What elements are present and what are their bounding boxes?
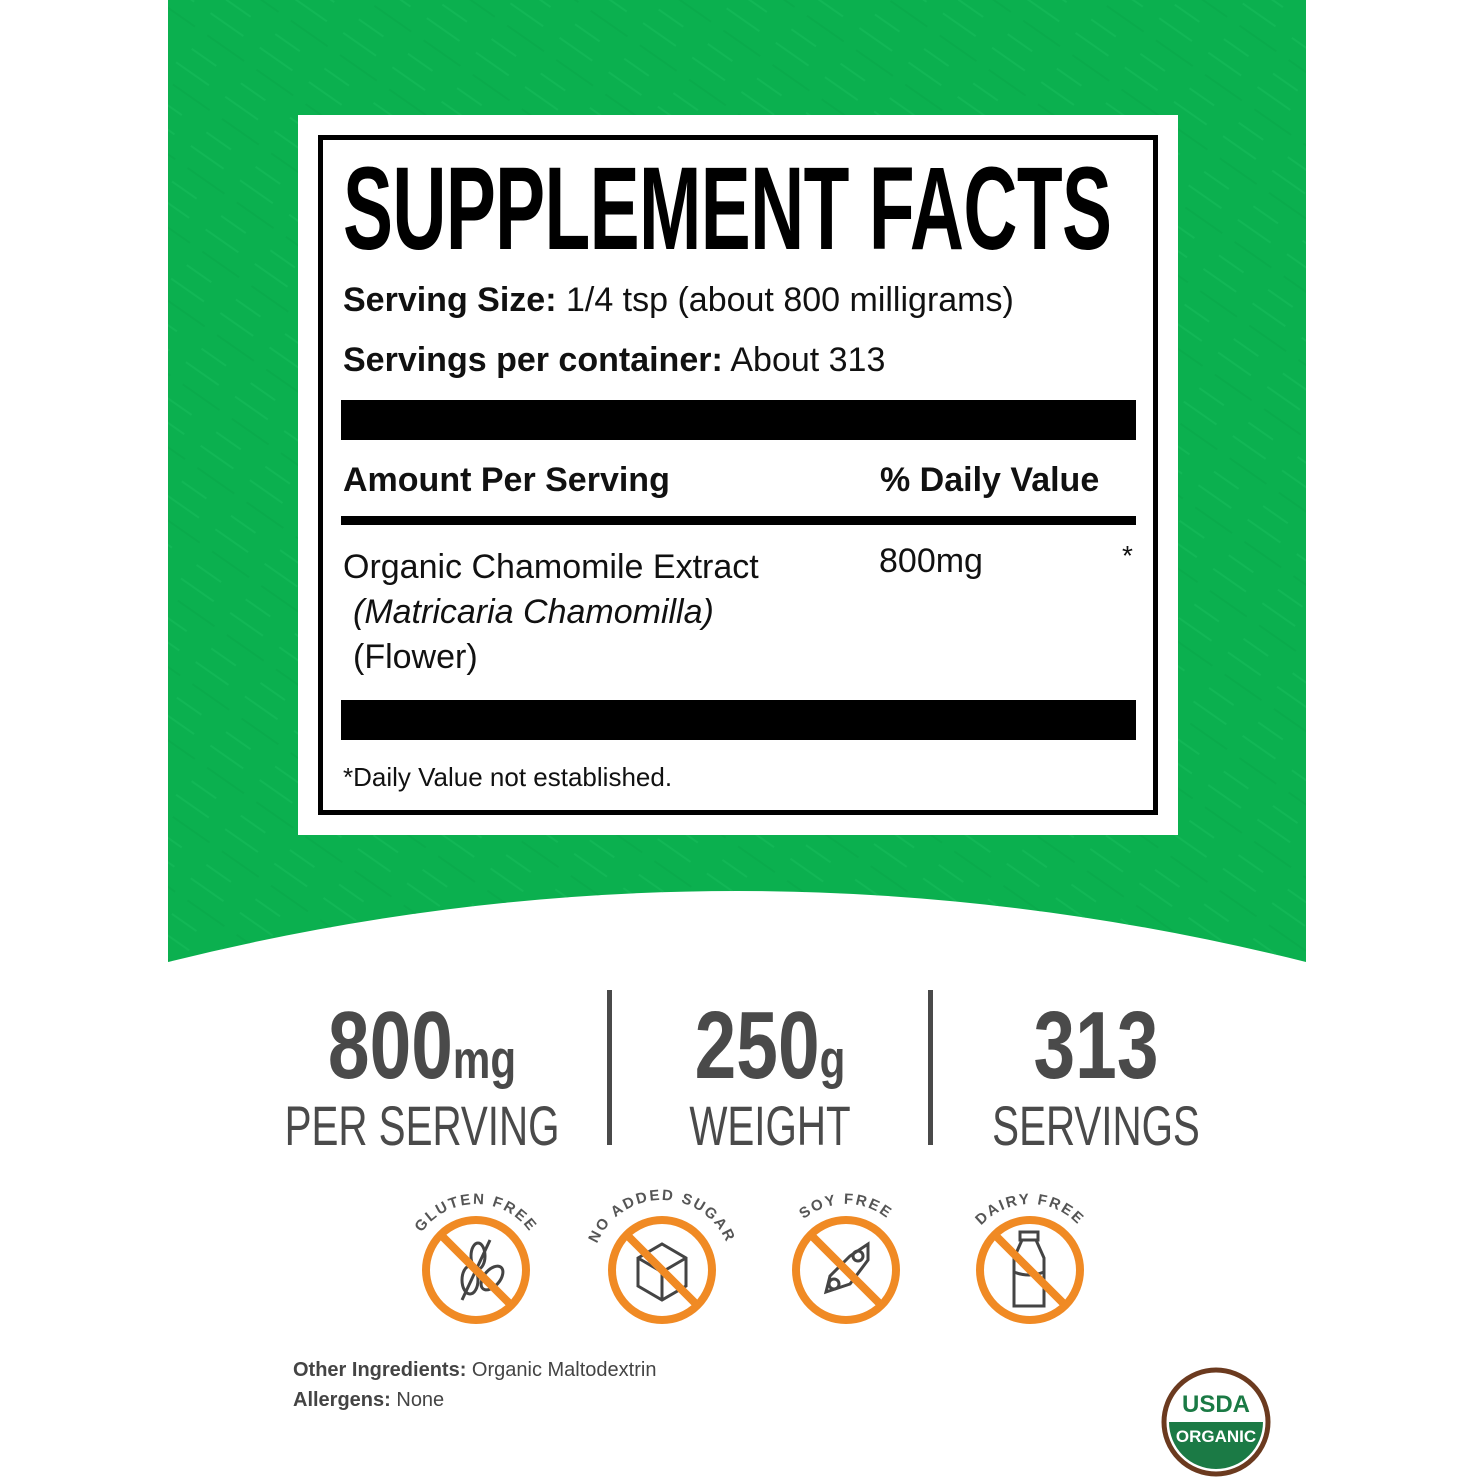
stat-weight-value: 250g — [694, 992, 846, 1099]
amount-header: Amount Per Serving — [343, 461, 670, 499]
ingredient-latin-name: (Matricaria Chamomilla) — [353, 593, 714, 631]
footnote: *Daily Value not established. — [343, 762, 673, 792]
header-rule — [341, 516, 1136, 525]
thick-divider — [341, 400, 1136, 440]
serving-size: Serving Size: 1/4 tsp (about 800 milligr… — [343, 281, 1014, 320]
stat-divider — [928, 990, 933, 1145]
thick-divider-bottom — [341, 700, 1136, 740]
stat-divider — [607, 990, 612, 1145]
label-title: SUPPLEMENT FACTS — [343, 143, 1112, 275]
other-ingredients: Other Ingredients: Organic Maltodextrin — [293, 1359, 657, 1381]
svg-text:ORGANIC: ORGANIC — [1176, 1427, 1256, 1446]
servings-value: About 313 — [722, 341, 886, 379]
soy-free-badge: SOY FREE — [792, 1191, 900, 1324]
servings-label: Servings per container: — [343, 341, 723, 379]
no-added-sugar-badge: NO ADDED SUGAR — [585, 1187, 737, 1324]
servings-per-container: Servings per container: About 313 — [343, 341, 885, 380]
daily-value-header: % Daily Value — [880, 461, 1100, 499]
stat-per-serving-value: 800mg — [327, 992, 517, 1099]
stat-servings-label: SERVINGS — [992, 1094, 1200, 1157]
stat-servings-value: 313 — [1033, 992, 1159, 1099]
allergens: Allergens: None — [293, 1389, 445, 1411]
gluten-free-badge: GLUTEN FREE — [411, 1191, 540, 1324]
ingredient-dv: * — [1122, 540, 1133, 571]
serving-size-value: 1/4 tsp (about 800 milligrams) — [556, 281, 1014, 319]
usda-organic-seal: USDA ORGANIC — [1161, 1367, 1271, 1477]
ingredient-amount: 800mg — [879, 542, 983, 580]
soybean-icon — [823, 1241, 870, 1295]
ingredient-part: (Flower) — [353, 638, 478, 676]
stat-weight-label: WEIGHT — [689, 1094, 851, 1157]
serving-size-label: Serving Size: — [343, 281, 557, 319]
svg-text:GLUTEN FREE: GLUTEN FREE — [411, 1191, 540, 1235]
dairy-free-badge: DAIRY FREE — [972, 1191, 1086, 1324]
ingredient-name: Organic Chamomile Extract — [343, 548, 759, 586]
dietary-badges: GLUTEN FREE NO ADDED SUGAR SOY FREE DAIR… — [411, 1187, 1086, 1324]
supplement-facts-border — [318, 135, 1158, 815]
svg-text:USDA: USDA — [1182, 1391, 1250, 1418]
stat-per-serving-label: PER SERVING — [284, 1094, 560, 1157]
